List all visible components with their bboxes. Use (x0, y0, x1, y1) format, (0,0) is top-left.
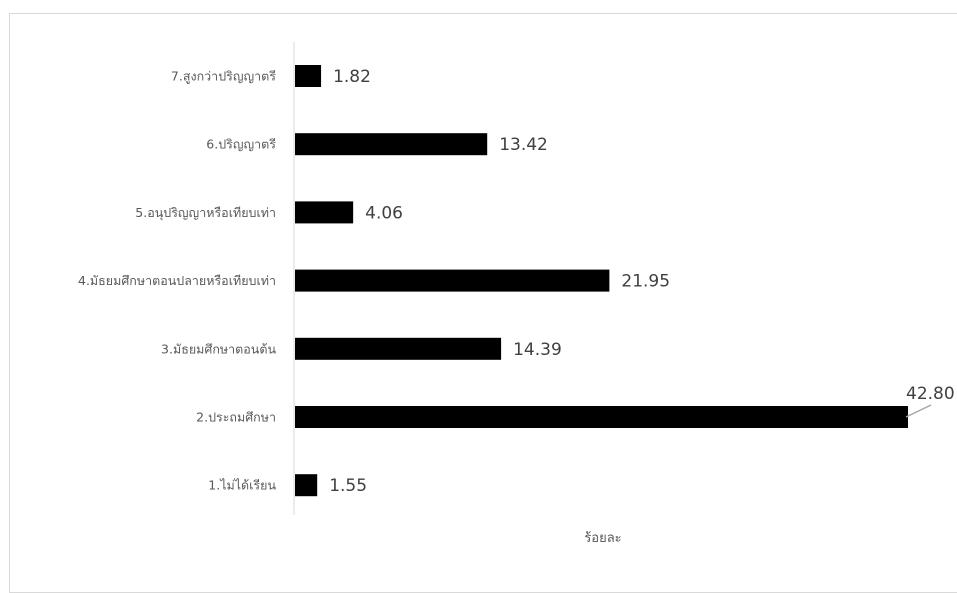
bar-chart: 1.ไม่ได้เรียน 2.ประถมศึกษา 3.มัธยมศึกษาตอน… (0, 0, 957, 581)
bar-2 (295, 406, 908, 428)
value-label-1: 1.55 (329, 476, 367, 496)
category-label-4: 4.มัธยมศึกษาตอนปลายหรือเทียบเท่า (78, 273, 276, 288)
category-label-7: 7.สูงกว่าปริญญาตรี (171, 69, 276, 85)
bars-group (295, 65, 908, 496)
bar-7 (295, 65, 321, 87)
category-label-6: 6.ปริญญาตรี (206, 137, 276, 152)
leader-line-2 (906, 405, 931, 417)
value-label-3: 14.39 (513, 340, 562, 360)
value-label-7: 1.82 (333, 67, 371, 87)
category-label-3: 3.มัธยมศึกษาตอนต้น (161, 341, 276, 356)
category-label-1: 1.ไม่ได้เรียน (208, 478, 276, 493)
value-label-6: 13.42 (499, 135, 548, 155)
value-label-5: 4.06 (365, 203, 403, 223)
bar-1 (295, 474, 317, 496)
bar-5 (295, 201, 353, 223)
bar-6 (295, 133, 487, 155)
x-axis-title: ร้อยละ (584, 531, 621, 546)
bar-4 (295, 270, 609, 292)
category-labels-group: 1.ไม่ได้เรียน 2.ประถมศึกษา 3.มัธยมศึกษาตอน… (78, 69, 276, 493)
category-label-5: 5.อนุปริญญาหรือเทียบเท่า (135, 205, 276, 221)
value-label-2: 42.80 (906, 384, 955, 404)
bar-3 (295, 338, 501, 360)
value-label-4: 21.95 (621, 272, 670, 292)
category-label-2: 2.ประถมศึกษา (196, 410, 276, 425)
